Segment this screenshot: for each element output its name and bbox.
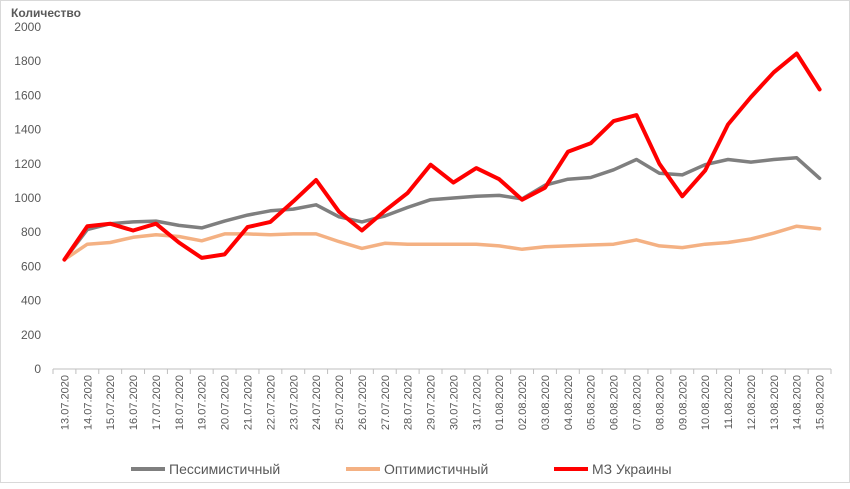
x-tick-label: 05.08.2020 — [586, 375, 598, 430]
x-tick-label: 13.07.2020 — [59, 375, 71, 430]
x-tick-label: 12.08.2020 — [746, 375, 758, 430]
x-tick-label: 26.07.2020 — [357, 375, 369, 430]
legend: Пессимистичный Оптимистичный МЗ Украины — [131, 461, 672, 477]
x-tick-label: 22.07.2020 — [265, 375, 277, 430]
x-tick-label: 24.07.2020 — [311, 375, 323, 430]
x-tick-label: 15.07.2020 — [105, 375, 117, 430]
y-tick-label: 1600 — [14, 88, 41, 102]
x-tick-label: 23.07.2020 — [288, 375, 300, 430]
x-tick-label: 18.07.2020 — [174, 375, 186, 430]
y-tick-label: 1000 — [14, 191, 41, 205]
x-tick-label: 04.08.2020 — [563, 375, 575, 430]
legend-label: МЗ Украины — [592, 461, 672, 477]
x-tick-label: 10.08.2020 — [700, 375, 712, 430]
x-tick-label: 20.07.2020 — [220, 375, 232, 430]
y-tick-label: 0 — [34, 362, 41, 376]
x-tick-label: 08.08.2020 — [654, 375, 666, 430]
legend-label: Пессимистичный — [169, 461, 280, 477]
x-tick-label: 01.08.2020 — [494, 375, 506, 430]
x-tick-label: 13.08.2020 — [769, 375, 781, 430]
x-tick-label: 25.07.2020 — [334, 375, 346, 430]
series-line — [62, 51, 822, 262]
y-tick-label: 1400 — [14, 123, 41, 137]
x-axis: 13.07.2020 14.07.2020 15.07.2020 16.07.2020… — [52, 368, 832, 430]
series-line — [62, 156, 822, 262]
x-tick-label: 02.08.2020 — [517, 375, 529, 430]
series-lines — [62, 51, 822, 262]
legend-label: Оптимистичный — [384, 461, 488, 477]
series-line — [62, 224, 822, 262]
x-tick-label: 03.08.2020 — [540, 375, 552, 430]
y-tick-label: 600 — [21, 259, 41, 273]
y-tick-label: 2000 — [14, 20, 41, 34]
x-tick-label: 17.07.2020 — [151, 375, 163, 430]
x-tick-label: 28.07.2020 — [403, 375, 415, 430]
y-tick-label: 1800 — [14, 54, 41, 68]
x-tick-label: 29.07.2020 — [426, 375, 438, 430]
x-tick-label: 14.08.2020 — [792, 375, 804, 430]
y-tick-label: 400 — [21, 294, 41, 308]
x-tick-label: 09.08.2020 — [677, 375, 689, 430]
x-tick-label: 16.07.2020 — [128, 375, 140, 430]
x-tick-label: 11.08.2020 — [723, 375, 735, 429]
x-tick-label: 06.08.2020 — [609, 375, 621, 430]
y-tick-label: 800 — [21, 225, 41, 239]
x-tick-label: 30.07.2020 — [448, 375, 460, 430]
x-tick-label: 31.07.2020 — [471, 375, 483, 430]
x-tick-label: 07.08.2020 — [632, 375, 644, 430]
x-tick-label: 14.07.2020 — [82, 375, 94, 430]
y-tick-label: 1200 — [14, 157, 41, 171]
y-axis-title: Количество — [11, 6, 81, 20]
x-tick-label: 15.08.2020 — [815, 375, 827, 430]
x-tick-label: 21.07.2020 — [243, 375, 255, 430]
x-tick-label: 27.07.2020 — [380, 375, 392, 430]
y-axis-ticks: 0 200 400 600 800 1000 1200 1400 1600 1800 2000 — [14, 20, 41, 376]
y-tick-label: 200 — [21, 328, 41, 342]
x-tick-label: 19.07.2020 — [197, 375, 209, 430]
